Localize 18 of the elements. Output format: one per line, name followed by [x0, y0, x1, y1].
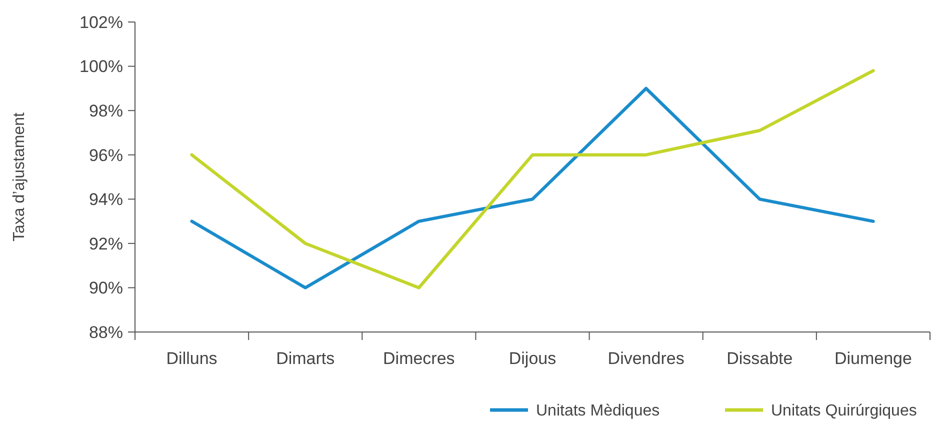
- x-tick-label: Dissabte: [726, 349, 793, 368]
- y-tick-label: 94%: [88, 190, 123, 210]
- y-axis-title: Taxa d’ajustament: [11, 112, 28, 242]
- x-tick-label: Dilluns: [166, 349, 218, 368]
- y-tick-label: 88%: [88, 322, 123, 342]
- legend-label: Unitats Mèdiques: [536, 402, 660, 420]
- y-tick-label: 92%: [88, 234, 123, 254]
- y-tick-label: 102%: [80, 12, 123, 32]
- x-tick-label: Dimecres: [383, 349, 455, 368]
- y-tick-label: 96%: [88, 146, 123, 165]
- y-tick-label: 90%: [88, 278, 123, 298]
- legend-label: Unitats Quirúrgiques: [771, 402, 917, 420]
- x-tick-label: Dijous: [508, 349, 556, 368]
- x-tick-label: Diumenge: [834, 349, 912, 368]
- y-tick-label: 100%: [80, 57, 123, 76]
- x-tick-label: Divendres: [608, 349, 684, 368]
- y-tick-label: 98%: [88, 102, 123, 121]
- x-tick-label: Dimarts: [276, 349, 335, 368]
